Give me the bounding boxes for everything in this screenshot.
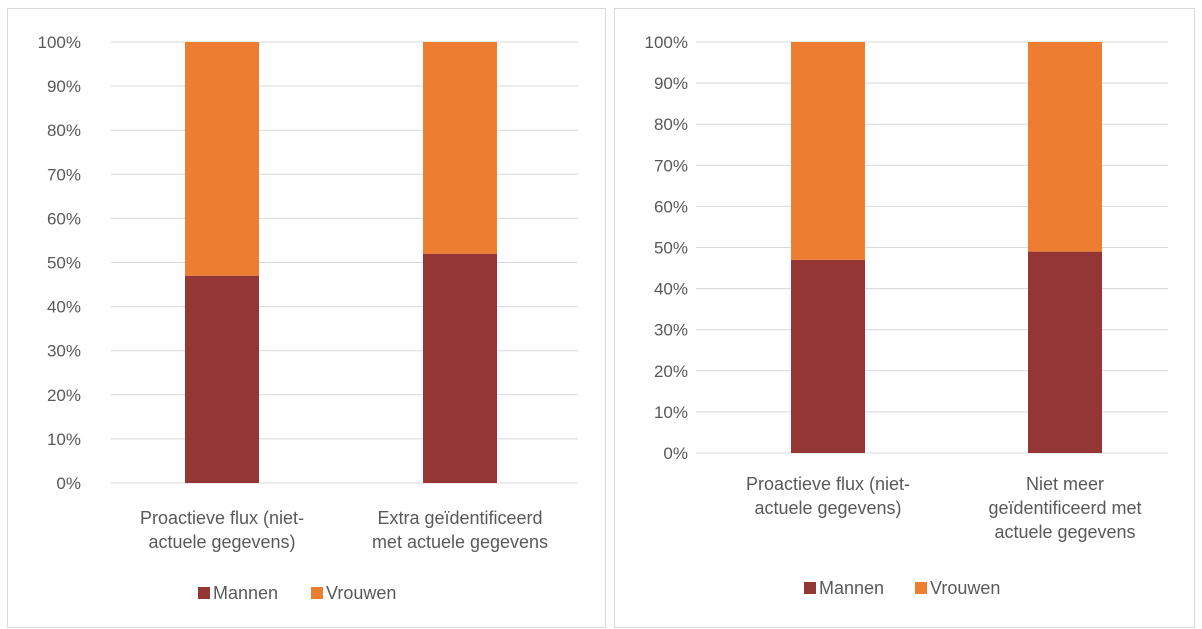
legend-swatch-vrouwen	[311, 587, 323, 599]
legend-swatch-mannen	[804, 582, 816, 594]
legend-swatch-vrouwen	[915, 582, 927, 594]
y-tick-label: 40%	[47, 298, 81, 317]
legend-label-vrouwen: Vrouwen	[326, 583, 396, 603]
y-tick-label: 60%	[47, 209, 81, 228]
y-tick-label: 20%	[654, 362, 688, 381]
legend-label-mannen: Mannen	[213, 583, 278, 603]
y-tick-label: 50%	[654, 239, 688, 258]
y-tick-label: 70%	[47, 165, 81, 184]
y-tick-label: 90%	[654, 74, 688, 93]
chart-panel-right: 0% 10% 20% 30% 40% 50% 60% 70% 80% 90% 100% Proacti…	[614, 8, 1195, 628]
y-tick-label: 70%	[654, 156, 688, 175]
y-tick-label: 100%	[38, 33, 81, 52]
bar-vrouwen	[423, 42, 497, 254]
chart-right: 0% 10% 20% 30% 40% 50% 60% 70% 80% 90% 100% Proacti…	[645, 33, 1168, 598]
chart-panel-left: 0% 10% 20% 30% 40% 50% 60% 70% 80% 90% 100% Proacti…	[7, 8, 606, 628]
y-tick-label: 30%	[654, 321, 688, 340]
y-tick-label: 80%	[47, 121, 81, 140]
bar-mannen	[791, 259, 865, 453]
bar-vrouwen	[1028, 42, 1102, 252]
y-tick-label: 10%	[654, 403, 688, 422]
y-tick-label: 40%	[654, 280, 688, 299]
x-category-label: Proactieve flux (niet-actuele gegevens)	[746, 474, 910, 518]
chart-left: 0% 10% 20% 30% 40% 50% 60% 70% 80% 90% 100% Proacti…	[38, 33, 578, 603]
y-tick-label: 50%	[47, 254, 81, 273]
bar-vrouwen	[185, 42, 259, 276]
y-tick-label: 20%	[47, 386, 81, 405]
legend-label-mannen: Mannen	[819, 578, 884, 598]
y-tick-label: 100%	[645, 33, 688, 52]
bar-vrouwen	[791, 42, 865, 260]
bar-mannen	[1028, 251, 1102, 453]
y-tick-label: 0%	[663, 444, 688, 463]
y-tick-label: 30%	[47, 342, 81, 361]
x-category-label: Proactieve flux (niet-actuele gegevens)	[140, 508, 304, 552]
y-tick-label: 80%	[654, 115, 688, 134]
y-tick-label: 0%	[56, 474, 81, 493]
y-tick-label: 90%	[47, 77, 81, 96]
bar-mannen	[185, 275, 259, 483]
x-category-label: Extra geïdentificeerd met actuele gegeven…	[372, 508, 548, 552]
legend-label-vrouwen: Vrouwen	[930, 578, 1000, 598]
y-tick-label: 60%	[654, 197, 688, 216]
y-tick-label: 10%	[47, 430, 81, 449]
x-category-label: Niet meer geïdentificeerd met actuele gege…	[988, 474, 1141, 542]
legend-swatch-mannen	[198, 587, 210, 599]
bar-mannen	[423, 253, 497, 483]
